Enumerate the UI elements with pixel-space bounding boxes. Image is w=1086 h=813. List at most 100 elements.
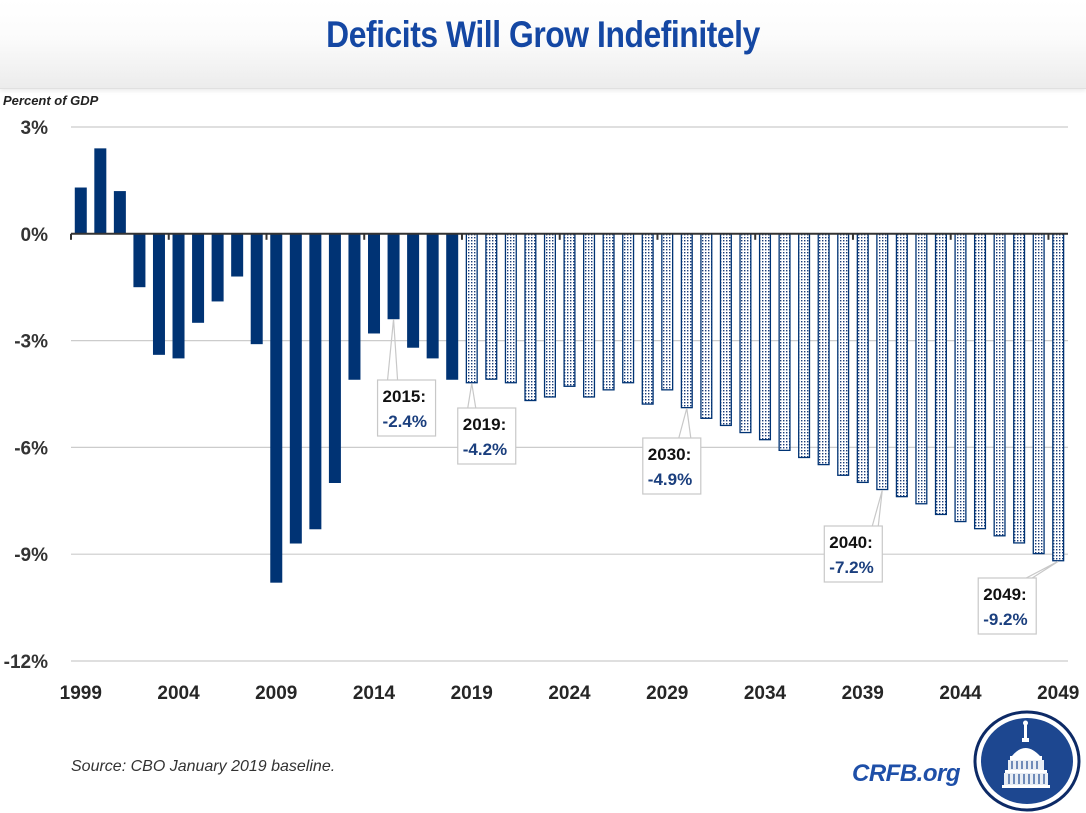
- bar-actual-2011: [309, 233, 322, 530]
- callout-value-label: -4.9%: [648, 470, 692, 489]
- callout-leader: [678, 408, 692, 439]
- bar-actual-2010: [289, 233, 302, 544]
- bar-projected-2040: [876, 233, 889, 491]
- bar-projected-2048: [1032, 233, 1045, 555]
- callout-2019: 2019: -4.2%: [457, 383, 517, 465]
- bar-projected-2036: [798, 233, 811, 459]
- bar-projected-2025: [582, 233, 596, 398]
- callout-box: [457, 407, 517, 465]
- y-axis-ticks: 3% 0% -3% -6% -9% -12%: [4, 118, 48, 673]
- bar-projected-2021: [504, 233, 517, 384]
- x-tick-label: 2009: [255, 683, 297, 704]
- bar-projected-2041: [895, 233, 908, 498]
- x-tick-label: 2034: [744, 683, 787, 704]
- bar-actual-2003: [152, 233, 165, 355]
- bar-projected-2047: [1013, 233, 1026, 544]
- y-tick-label: 3%: [21, 118, 49, 139]
- bar-projected-2020: [485, 233, 498, 380]
- x-axis: [70, 232, 1068, 240]
- x-tick-label: 2044: [939, 683, 982, 704]
- callout-value-label: -7.2%: [829, 558, 873, 577]
- bar-projected-2045: [973, 233, 987, 530]
- bar-actual-2018: [446, 233, 459, 380]
- bar-projected-2022: [524, 233, 537, 402]
- bar-projected-2019: [465, 233, 478, 384]
- capitol-dome-logo-icon: [973, 710, 1081, 812]
- callout-2040: 2040: -7.2%: [823, 489, 883, 583]
- bar-actual-2006: [211, 233, 224, 302]
- bar-projected-2034: [758, 233, 772, 441]
- x-tick-label: 2024: [548, 683, 591, 704]
- bar-actual-2004: [172, 233, 185, 359]
- bar-actual-2001: [113, 191, 126, 234]
- x-tick-label: 2049: [1037, 683, 1079, 704]
- callout-value-label: -2.4%: [383, 412, 427, 431]
- callout-year-label: 2015:: [383, 387, 426, 406]
- bar-projected-2046: [993, 233, 1006, 537]
- callout-2049: 2049: -9.2%: [977, 560, 1059, 635]
- callout-box: [642, 437, 702, 495]
- callout-leader: [1025, 560, 1059, 579]
- callout-2015: 2015: -2.4%: [376, 319, 437, 437]
- bar-projected-2037: [817, 233, 830, 466]
- bar-actual-2005: [192, 233, 205, 323]
- callout-value-label: -9.2%: [983, 610, 1027, 629]
- chart-title: Deficits Will Grow Indefinitely: [326, 14, 760, 55]
- bar-projected-2028: [641, 233, 654, 405]
- bar-projected-2044: [954, 233, 967, 523]
- brand-link[interactable]: CRFB.org: [852, 760, 960, 787]
- bar-actual-2017: [426, 233, 439, 359]
- callout-leader: [386, 319, 399, 381]
- bar-actual-2013: [348, 233, 361, 380]
- bar-projected-2038: [837, 233, 850, 476]
- callout-year-label: 2030:: [648, 445, 691, 464]
- callout-year-label: 2019:: [463, 415, 506, 434]
- callout-year-label: 2040:: [829, 533, 872, 552]
- bar-actual-1999: [74, 187, 87, 234]
- callout-box: [376, 379, 437, 437]
- bar-projected-2023: [543, 233, 557, 398]
- bar-actual-2000: [94, 148, 107, 234]
- callout-year-label: 2049:: [983, 585, 1026, 604]
- x-tick-label: 2019: [451, 683, 493, 704]
- bar-actual-2007: [231, 233, 244, 277]
- callout-2030: 2030: -4.9%: [642, 408, 702, 495]
- header-band: Deficits Will Grow Indefinitely: [0, 0, 1086, 89]
- callout-box: [977, 577, 1037, 635]
- callout-value-label: -4.2%: [463, 440, 507, 459]
- bar-projected-2024: [563, 233, 576, 387]
- bar-projected-2026: [602, 233, 615, 391]
- bar-actual-2015: [387, 233, 400, 320]
- bar-actual-2016: [407, 233, 420, 348]
- callout-leader: [467, 383, 477, 409]
- bar-actual-2008: [250, 233, 263, 345]
- callout-leader: [871, 489, 883, 527]
- y-tick-label: -6%: [14, 438, 48, 459]
- y-tick-label: -12%: [4, 652, 48, 673]
- bar-projected-2027: [622, 233, 635, 384]
- y-axis-label: Percent of GDP: [3, 93, 99, 108]
- bar-actual-2009: [270, 233, 283, 583]
- bar-projected-2029: [661, 233, 674, 391]
- x-tick-label: 2029: [646, 683, 688, 704]
- x-tick-label: 2039: [842, 683, 884, 704]
- x-axis-ticks: 1999 2004 2009 2014 2019 2024 2029 2034 2039 2044…: [60, 683, 1080, 704]
- bar-projected-2043: [934, 233, 947, 516]
- bar-actual-2002: [133, 233, 146, 288]
- bar-projected-2033: [739, 233, 752, 434]
- bar-projected-2035: [778, 233, 791, 452]
- bar-projected-2049: [1052, 233, 1065, 562]
- bar-actual-2014: [368, 233, 381, 334]
- bar-projected-2030: [680, 233, 693, 409]
- callout-box: [823, 525, 883, 583]
- bar-projected-2039: [856, 233, 869, 484]
- x-tick-label: 2004: [157, 683, 200, 704]
- callouts: 2015: -2.4% 2019: -4.2% 2030: -4.9% 2040: -7.2%…: [376, 319, 1059, 635]
- x-tick-label: 1999: [60, 683, 102, 704]
- y-tick-label: -9%: [14, 545, 48, 566]
- bars: [74, 148, 1065, 583]
- y-tick-label: -3%: [14, 332, 48, 353]
- source-note: Source: CBO January 2019 baseline.: [71, 758, 336, 775]
- x-tick-label: 2014: [353, 683, 396, 704]
